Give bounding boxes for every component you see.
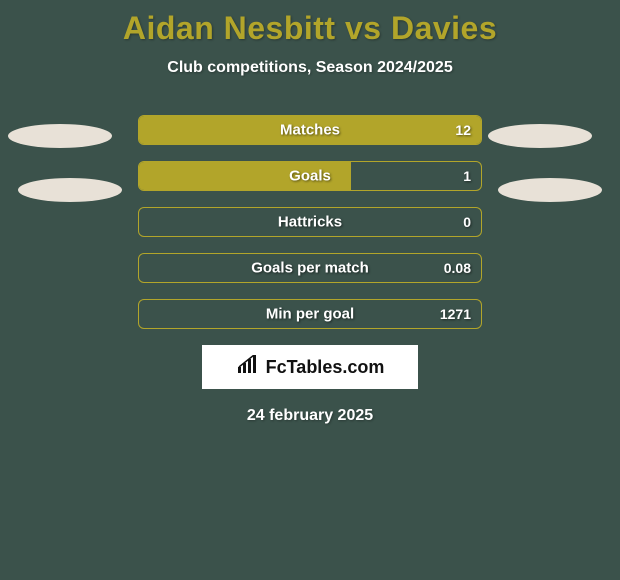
logo-box: FcTables.com [202,345,418,389]
stat-bar-label: Hattricks [278,214,342,231]
comparison-subtitle: Club competitions, Season 2024/2025 [0,59,620,77]
stat-bar-label: Goals [289,168,331,185]
stat-bar-value: 0.08 [444,260,471,276]
stat-bar-value: 1 [463,168,471,184]
comparison-title: Aidan Nesbitt vs Davies [0,0,620,47]
stats-chart: Matches 12 Goals 1 Hattricks 0 Goals per match… [0,115,620,329]
stat-bar: Matches 12 [138,115,482,145]
stat-bar-label: Matches [280,122,340,139]
stat-bar-value: 12 [455,122,471,138]
stat-bar: Goals 1 [138,161,482,191]
logo-text: FcTables.com [266,357,385,378]
chart-icon [236,355,260,380]
stat-bar: Goals per match 0.08 [138,253,482,283]
stat-bar-label: Goals per match [251,260,369,277]
stat-bar-value: 0 [463,214,471,230]
stat-bar-label: Min per goal [266,306,354,323]
stat-bar: Hattricks 0 [138,207,482,237]
stat-bar: Min per goal 1271 [138,299,482,329]
stat-bar-value: 1271 [440,306,471,322]
generation-date: 24 february 2025 [0,407,620,425]
